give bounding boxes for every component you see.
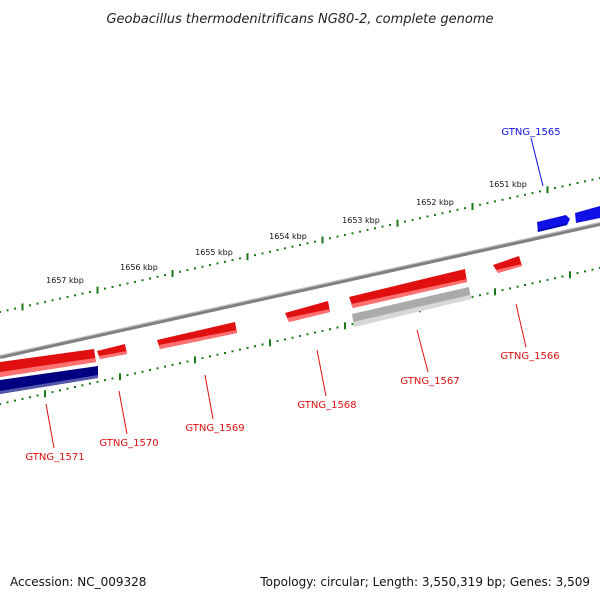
genome-backbone-highlight [0,222,600,356]
leader-GTNG_1567 [416,329,429,373]
ruler-labels: 1651 kbp 1652 kbp 1653 kbp 1654 kbp 1655… [46,180,527,285]
map-title: Geobacillus thermodenitrificans NG80-2, … [106,12,493,27]
ruler-label-1652: 1652 kbp [416,198,454,207]
gene-GTNG_1571-shade [0,358,96,377]
outer-ruler [0,177,600,313]
feature-grey-bar-shade [353,295,471,327]
ruler-label-1654: 1654 kbp [269,232,307,241]
accession-text: Accession: NC_009328 [10,575,147,589]
leader-GTNG_1570 [118,390,128,435]
genome-backbone [0,222,600,359]
topology-text: Topology: circular; Length: 3,550,319 bp… [260,575,590,589]
ruler-label-1657: 1657 kbp [46,276,84,285]
leader-GTNG_1568 [316,349,327,397]
ruler-label-1651: 1651 kbp [489,180,527,189]
gene-label-GTNG_1565[interactable]: GTNG_1565 [501,127,560,138]
gene-label-GTNG_1568[interactable]: GTNG_1568 [297,400,356,411]
feature-navy-bar-shade [0,375,98,394]
gene-label-GTNG_1571[interactable]: GTNG_1571 [25,452,84,463]
gene-label-GTNG_1567[interactable]: GTNG_1567 [400,376,459,387]
gene-GTNG_1569-shade [159,330,237,349]
gene-GTNG_1567-shade [351,279,467,308]
reverse-strand-features [0,256,522,377]
ruler-label-1655: 1655 kbp [195,248,233,257]
gene-leader-lines [45,137,544,449]
gene-GTNG_1566-arrow[interactable] [493,256,522,273]
gene-label-GTNG_1566[interactable]: GTNG_1566 [500,351,559,362]
leader-GTNG_1571 [45,403,55,449]
gene-forward-partial-arrow[interactable] [575,206,600,223]
ruler-label-1653: 1653 kbp [342,216,380,225]
leader-GTNG_1569 [204,374,214,420]
gene-GTNG_1566-shade [496,264,522,273]
gene-label-GTNG_1569[interactable]: GTNG_1569 [185,423,244,434]
gene-GTNG_1565-arrow[interactable] [537,215,570,232]
gene-label-GTNG_1570[interactable]: GTNG_1570 [99,438,158,449]
leader-GTNG_1566 [515,303,527,348]
gene-GTNG_1570-shade [99,351,127,359]
gene-GTNG_1568-shade [287,309,330,322]
gene-GTNG_1565-shade [537,223,567,232]
gene-labels: GTNG_1565 GTNG_1566 GTNG_1567 GTNG_1568 … [25,127,560,463]
ruler-label-1656: 1656 kbp [120,263,158,272]
forward-strand-features [0,206,600,394]
leader-GTNG_1565 [530,137,544,187]
